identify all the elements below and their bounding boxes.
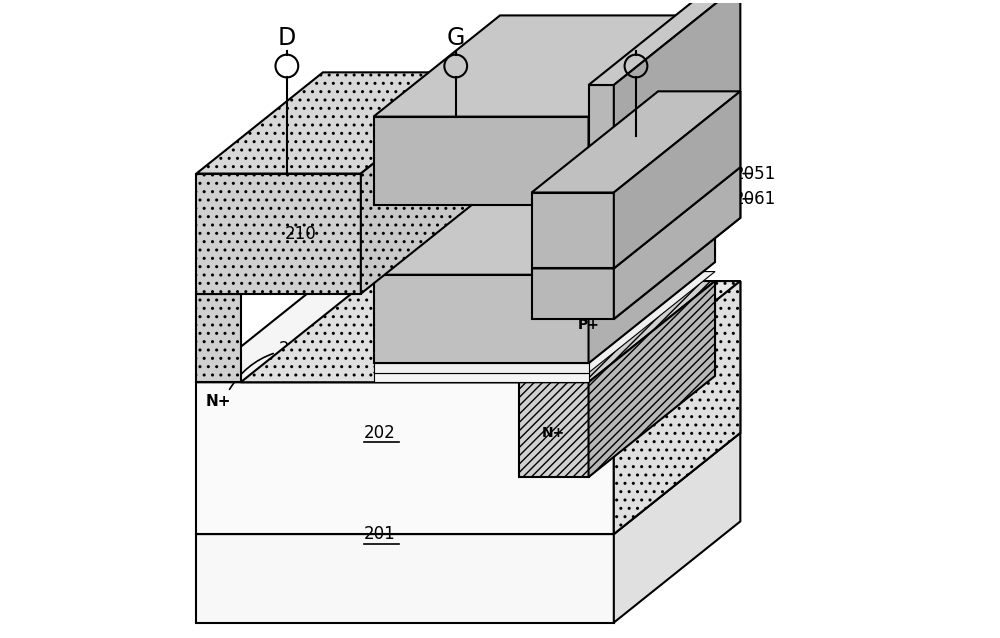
Text: 206: 206 — [639, 329, 671, 381]
Text: D: D — [278, 26, 296, 50]
Text: N+: N+ — [206, 394, 231, 409]
Polygon shape — [374, 262, 715, 363]
Polygon shape — [374, 15, 715, 117]
Polygon shape — [589, 193, 740, 293]
Polygon shape — [614, 281, 740, 534]
Text: 204: 204 — [229, 340, 310, 389]
Polygon shape — [196, 72, 487, 174]
Polygon shape — [614, 433, 740, 623]
Polygon shape — [589, 174, 715, 363]
Polygon shape — [196, 433, 740, 534]
Polygon shape — [532, 167, 740, 269]
Polygon shape — [589, 85, 614, 193]
Polygon shape — [374, 117, 589, 205]
Text: 2061: 2061 — [734, 190, 776, 208]
Polygon shape — [614, 167, 740, 319]
Polygon shape — [374, 363, 589, 373]
Polygon shape — [589, 91, 740, 193]
Text: G: G — [447, 26, 465, 50]
Polygon shape — [361, 72, 487, 293]
Polygon shape — [519, 281, 715, 382]
Polygon shape — [519, 382, 589, 477]
Polygon shape — [196, 382, 614, 534]
Text: 207: 207 — [345, 232, 385, 373]
Polygon shape — [614, 193, 740, 319]
Polygon shape — [589, 281, 715, 477]
Polygon shape — [196, 281, 740, 382]
Text: 201: 201 — [364, 525, 396, 543]
Polygon shape — [532, 269, 614, 319]
Polygon shape — [614, 167, 740, 293]
Polygon shape — [196, 193, 367, 293]
Text: 205: 205 — [570, 308, 633, 443]
Polygon shape — [614, 281, 740, 534]
Polygon shape — [241, 281, 645, 382]
Text: 208: 208 — [345, 207, 386, 364]
Polygon shape — [374, 373, 589, 382]
Text: 209: 209 — [367, 150, 457, 351]
Polygon shape — [614, 91, 740, 269]
Polygon shape — [196, 293, 241, 382]
Polygon shape — [532, 91, 740, 193]
Polygon shape — [589, 167, 740, 269]
Polygon shape — [196, 534, 614, 623]
Polygon shape — [614, 0, 740, 193]
Polygon shape — [589, 193, 614, 269]
Polygon shape — [532, 193, 614, 269]
Text: P+: P+ — [578, 318, 599, 332]
Polygon shape — [196, 174, 361, 293]
Text: 2051: 2051 — [734, 165, 776, 182]
Text: 210: 210 — [285, 225, 317, 242]
Polygon shape — [374, 272, 715, 373]
Text: 202: 202 — [364, 424, 396, 442]
Polygon shape — [589, 15, 715, 205]
Text: N+: N+ — [542, 426, 565, 440]
Polygon shape — [519, 281, 740, 382]
Polygon shape — [374, 275, 589, 363]
Polygon shape — [589, 0, 740, 85]
Text: S: S — [628, 26, 643, 50]
Polygon shape — [374, 174, 715, 275]
Text: 203: 203 — [633, 349, 675, 380]
Polygon shape — [614, 91, 740, 269]
